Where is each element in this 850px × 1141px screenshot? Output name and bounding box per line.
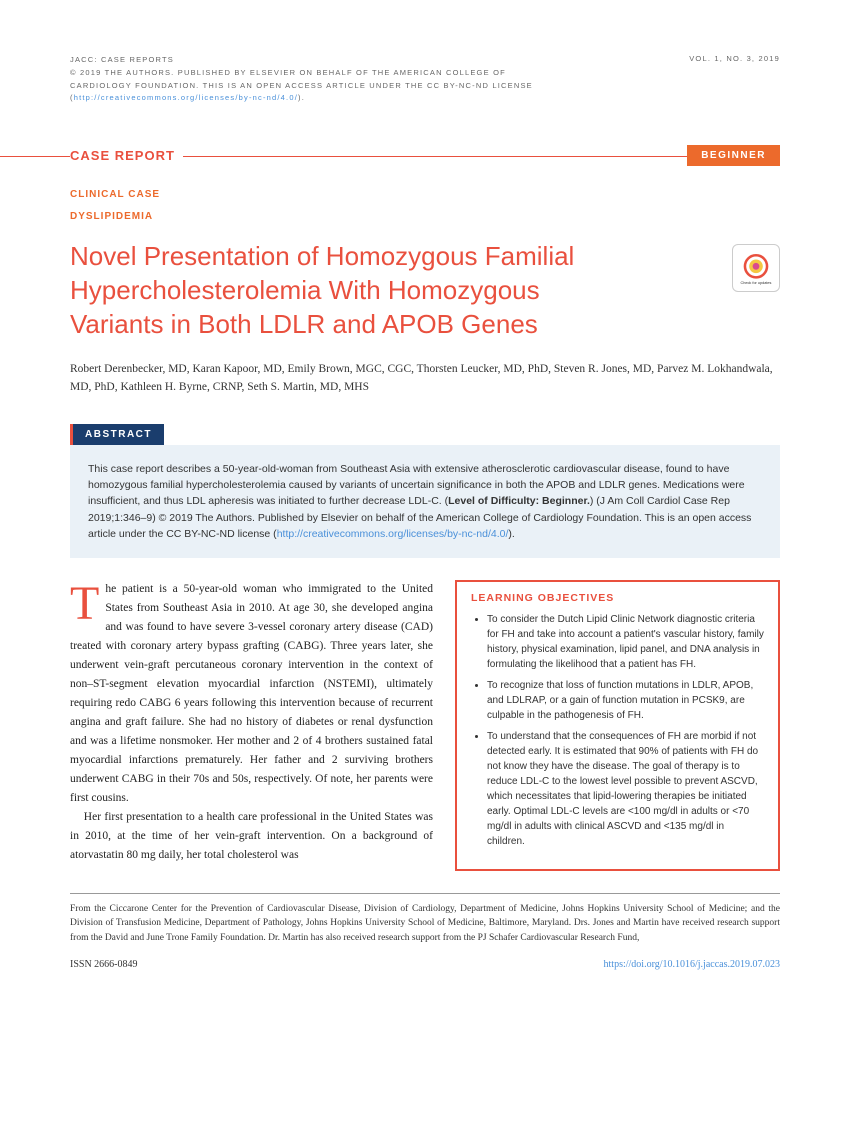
- learning-objectives-box: LEARNING OBJECTIVES To consider the Dutc…: [455, 580, 780, 871]
- category-labels: CLINICAL CASE DYSLIPIDEMIA: [70, 184, 780, 228]
- list-item: To consider the Dutch Lipid Clinic Netwo…: [487, 612, 764, 672]
- difficulty-badge: BEGINNER: [687, 145, 780, 166]
- abstract-label: ABSTRACT: [70, 424, 164, 445]
- license-link[interactable]: http://creativecommons.org/licenses/by-n…: [74, 93, 298, 102]
- list-item: To recognize that loss of function mutat…: [487, 678, 764, 723]
- crossmark-icon[interactable]: Check for updates: [732, 244, 780, 292]
- issn: ISSN 2666-0849: [70, 959, 138, 970]
- svg-text:Check for updates: Check for updates: [741, 281, 772, 285]
- journal-name: JACC: CASE REPORTS: [70, 55, 174, 64]
- list-item: To understand that the consequences of F…: [487, 729, 764, 849]
- affiliations: From the Ciccarone Center for the Preven…: [70, 902, 780, 945]
- learning-objectives-list: To consider the Dutch Lipid Clinic Netwo…: [471, 612, 764, 849]
- abstract-box: This case report describes a 50-year-old…: [70, 445, 780, 558]
- abstract-license-link[interactable]: http://creativecommons.org/licenses/by-n…: [277, 528, 509, 540]
- header-meta: JACC: CASE REPORTS © 2019 THE AUTHORS. P…: [70, 54, 780, 105]
- author-list: Robert Derenbecker, MD, Karan Kapoor, MD…: [70, 361, 780, 396]
- doi-link[interactable]: https://doi.org/10.1016/j.jaccas.2019.07…: [604, 959, 780, 970]
- article-title: Novel Presentation of Homozygous Familia…: [70, 240, 630, 341]
- issue-label: VOL. 1, NO. 3, 2019: [689, 54, 780, 105]
- body-text: The patient is a 50-year-old woman who i…: [70, 580, 433, 871]
- section-label: CASE REPORT: [70, 148, 687, 163]
